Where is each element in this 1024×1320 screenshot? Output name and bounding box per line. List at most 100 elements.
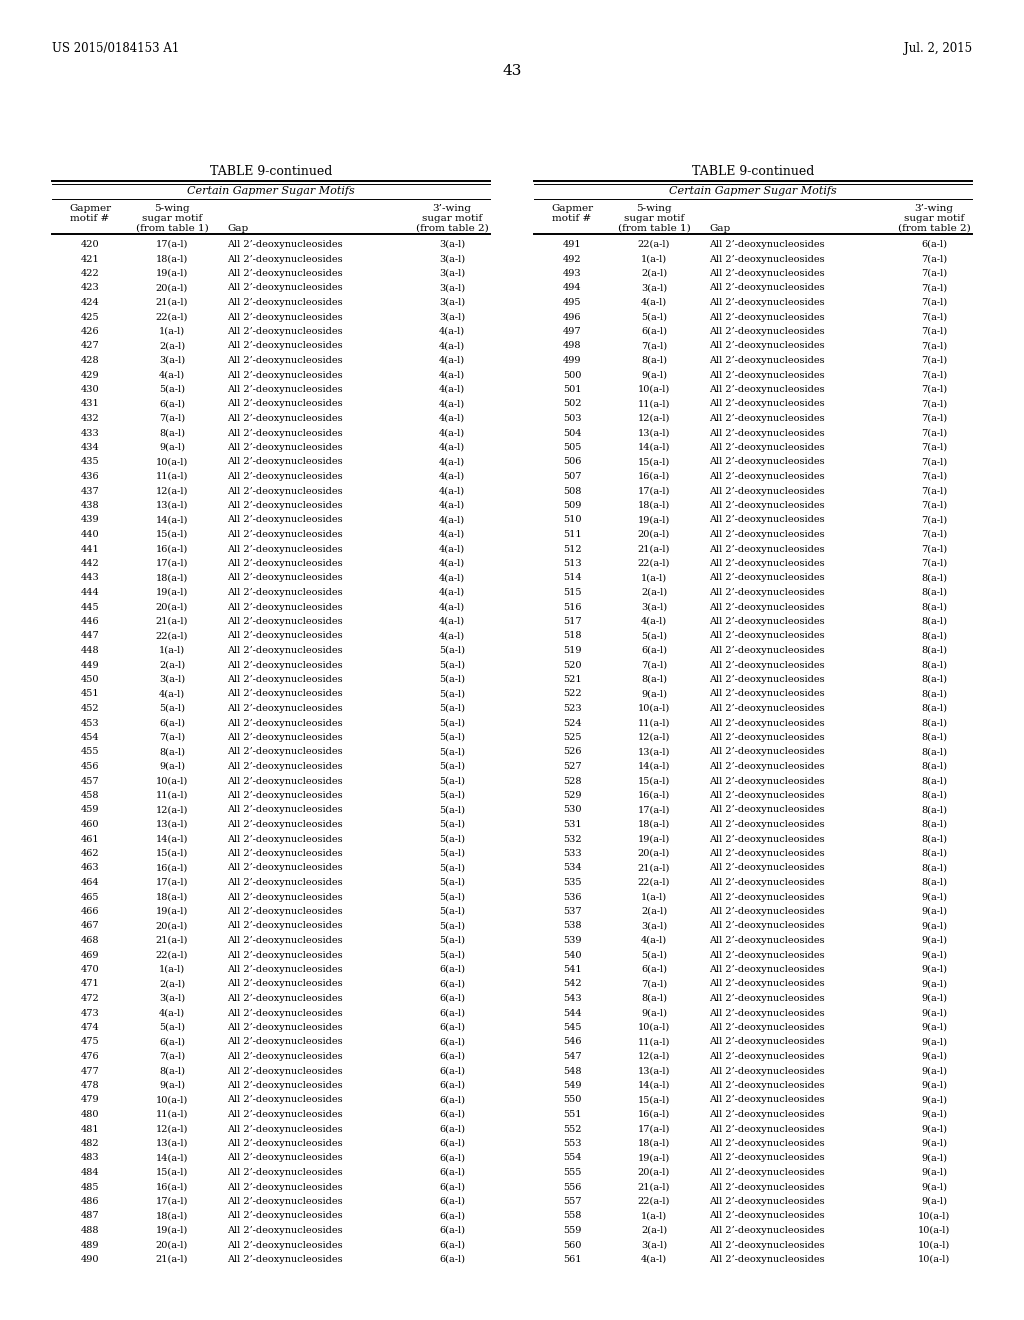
Text: Gapmer: Gapmer xyxy=(551,205,593,213)
Text: All 2’-deoxynucleosides: All 2’-deoxynucleosides xyxy=(227,892,343,902)
Text: 3(a-l): 3(a-l) xyxy=(439,269,465,279)
Text: 14(a-l): 14(a-l) xyxy=(156,834,188,843)
Text: 552: 552 xyxy=(563,1125,582,1134)
Text: 531: 531 xyxy=(562,820,582,829)
Text: 5(a-l): 5(a-l) xyxy=(439,834,465,843)
Text: 442: 442 xyxy=(81,558,99,568)
Text: 492: 492 xyxy=(562,255,582,264)
Text: All 2’-deoxynucleosides: All 2’-deoxynucleosides xyxy=(709,1052,824,1061)
Text: 469: 469 xyxy=(81,950,99,960)
Text: 9(a-l): 9(a-l) xyxy=(921,1197,947,1206)
Text: 5(a-l): 5(a-l) xyxy=(439,762,465,771)
Text: 421: 421 xyxy=(81,255,99,264)
Text: 7(a-l): 7(a-l) xyxy=(921,342,947,351)
Text: 479: 479 xyxy=(81,1096,99,1105)
Text: 9(a-l): 9(a-l) xyxy=(921,1067,947,1076)
Text: 477: 477 xyxy=(81,1067,99,1076)
Text: All 2’-deoxynucleosides: All 2’-deoxynucleosides xyxy=(227,269,343,279)
Text: 461: 461 xyxy=(81,834,99,843)
Text: 6(a-l): 6(a-l) xyxy=(439,1255,465,1265)
Text: 16(a-l): 16(a-l) xyxy=(638,1110,670,1119)
Text: All 2’-deoxynucleosides: All 2’-deoxynucleosides xyxy=(227,1110,343,1119)
Text: 5(a-l): 5(a-l) xyxy=(439,820,465,829)
Text: 7(a-l): 7(a-l) xyxy=(921,284,947,293)
Text: 1(a-l): 1(a-l) xyxy=(159,965,185,974)
Text: 17(a-l): 17(a-l) xyxy=(638,487,670,495)
Text: All 2’-deoxynucleosides: All 2’-deoxynucleosides xyxy=(227,747,343,756)
Text: 4(a-l): 4(a-l) xyxy=(159,1008,185,1018)
Text: 480: 480 xyxy=(81,1110,99,1119)
Text: 3(a-l): 3(a-l) xyxy=(641,602,667,611)
Text: 495: 495 xyxy=(563,298,582,308)
Text: All 2’-deoxynucleosides: All 2’-deoxynucleosides xyxy=(709,531,824,539)
Text: All 2’-deoxynucleosides: All 2’-deoxynucleosides xyxy=(709,269,824,279)
Text: 554: 554 xyxy=(563,1154,582,1163)
Text: 15(a-l): 15(a-l) xyxy=(156,531,188,539)
Text: 471: 471 xyxy=(81,979,99,989)
Text: All 2’-deoxynucleosides: All 2’-deoxynucleosides xyxy=(227,1139,343,1148)
Text: 502: 502 xyxy=(563,400,582,408)
Text: 465: 465 xyxy=(81,892,99,902)
Text: 9(a-l): 9(a-l) xyxy=(641,371,667,380)
Text: 6(a-l): 6(a-l) xyxy=(439,1038,465,1047)
Text: 470: 470 xyxy=(81,965,99,974)
Text: All 2’-deoxynucleosides: All 2’-deoxynucleosides xyxy=(709,675,824,684)
Text: 12(a-l): 12(a-l) xyxy=(156,805,188,814)
Text: 1(a-l): 1(a-l) xyxy=(641,892,667,902)
Text: 22(a-l): 22(a-l) xyxy=(156,631,188,640)
Text: 428: 428 xyxy=(81,356,99,366)
Text: 1(a-l): 1(a-l) xyxy=(641,255,667,264)
Text: All 2’-deoxynucleosides: All 2’-deoxynucleosides xyxy=(227,1067,343,1076)
Text: All 2’-deoxynucleosides: All 2’-deoxynucleosides xyxy=(709,1110,824,1119)
Text: 5(a-l): 5(a-l) xyxy=(439,645,465,655)
Text: 499: 499 xyxy=(563,356,582,366)
Text: 535: 535 xyxy=(563,878,582,887)
Text: 449: 449 xyxy=(81,660,99,669)
Text: 505: 505 xyxy=(563,444,582,451)
Text: 4(a-l): 4(a-l) xyxy=(439,616,465,626)
Text: 1(a-l): 1(a-l) xyxy=(159,327,185,337)
Text: 17(a-l): 17(a-l) xyxy=(156,1197,188,1206)
Text: All 2’-deoxynucleosides: All 2’-deoxynucleosides xyxy=(709,602,824,611)
Text: 6(a-l): 6(a-l) xyxy=(439,979,465,989)
Text: All 2’-deoxynucleosides: All 2’-deoxynucleosides xyxy=(227,921,343,931)
Text: 6(a-l): 6(a-l) xyxy=(641,965,667,974)
Text: 9(a-l): 9(a-l) xyxy=(159,1081,185,1090)
Text: 454: 454 xyxy=(81,733,99,742)
Text: 3(a-l): 3(a-l) xyxy=(439,240,465,249)
Text: 8(a-l): 8(a-l) xyxy=(921,587,947,597)
Text: 8(a-l): 8(a-l) xyxy=(921,645,947,655)
Text: 13(a-l): 13(a-l) xyxy=(638,429,670,437)
Text: All 2’-deoxynucleosides: All 2’-deoxynucleosides xyxy=(227,675,343,684)
Text: All 2’-deoxynucleosides: All 2’-deoxynucleosides xyxy=(227,994,343,1003)
Text: All 2’-deoxynucleosides: All 2’-deoxynucleosides xyxy=(227,400,343,408)
Text: All 2’-deoxynucleosides: All 2’-deoxynucleosides xyxy=(227,1096,343,1105)
Text: 15(a-l): 15(a-l) xyxy=(638,1096,670,1105)
Text: 4(a-l): 4(a-l) xyxy=(439,371,465,380)
Text: 5(a-l): 5(a-l) xyxy=(439,878,465,887)
Text: 476: 476 xyxy=(81,1052,99,1061)
Text: 22(a-l): 22(a-l) xyxy=(156,313,188,322)
Text: 4(a-l): 4(a-l) xyxy=(439,327,465,337)
Text: All 2’-deoxynucleosides: All 2’-deoxynucleosides xyxy=(709,631,824,640)
Text: 455: 455 xyxy=(81,747,99,756)
Text: 8(a-l): 8(a-l) xyxy=(921,616,947,626)
Text: All 2’-deoxynucleosides: All 2’-deoxynucleosides xyxy=(227,573,343,582)
Text: 8(a-l): 8(a-l) xyxy=(921,733,947,742)
Text: All 2’-deoxynucleosides: All 2’-deoxynucleosides xyxy=(227,878,343,887)
Text: All 2’-deoxynucleosides: All 2’-deoxynucleosides xyxy=(709,1241,824,1250)
Text: 1(a-l): 1(a-l) xyxy=(159,645,185,655)
Text: All 2’-deoxynucleosides: All 2’-deoxynucleosides xyxy=(227,805,343,814)
Text: 3(a-l): 3(a-l) xyxy=(439,284,465,293)
Text: 6(a-l): 6(a-l) xyxy=(439,1096,465,1105)
Text: 9(a-l): 9(a-l) xyxy=(921,1023,947,1032)
Text: All 2’-deoxynucleosides: All 2’-deoxynucleosides xyxy=(709,1212,824,1221)
Text: 13(a-l): 13(a-l) xyxy=(156,820,188,829)
Text: 538: 538 xyxy=(563,921,582,931)
Text: 536: 536 xyxy=(563,892,582,902)
Text: All 2’-deoxynucleosides: All 2’-deoxynucleosides xyxy=(227,444,343,451)
Text: All 2’-deoxynucleosides: All 2’-deoxynucleosides xyxy=(227,718,343,727)
Text: 7(a-l): 7(a-l) xyxy=(159,733,185,742)
Text: All 2’-deoxynucleosides: All 2’-deoxynucleosides xyxy=(227,776,343,785)
Text: All 2’-deoxynucleosides: All 2’-deoxynucleosides xyxy=(227,689,343,698)
